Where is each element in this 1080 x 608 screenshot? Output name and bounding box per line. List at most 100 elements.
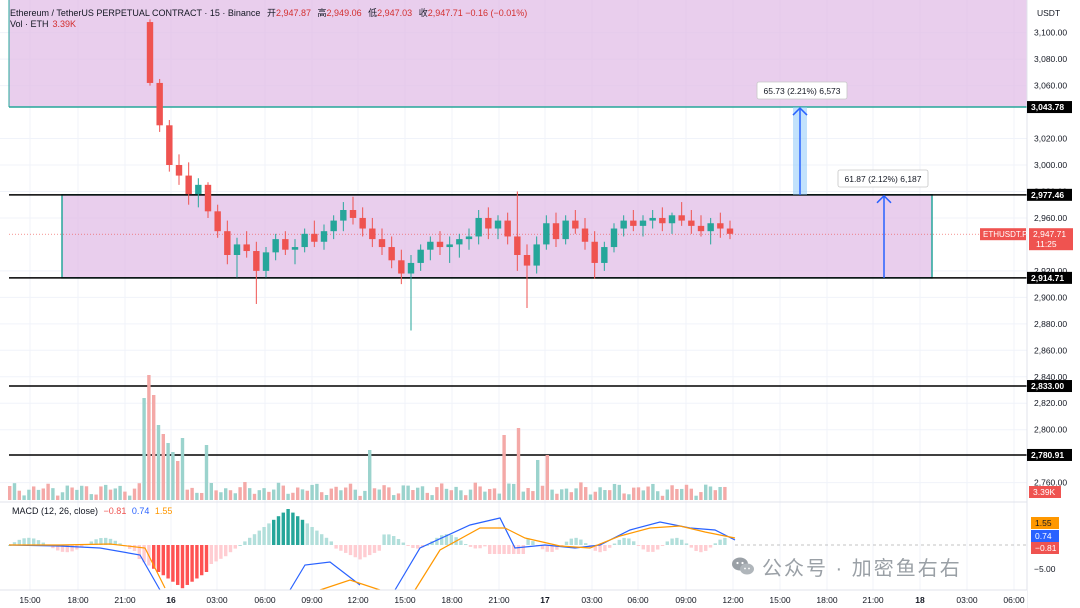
price-axis[interactable]: USDT 3,100.00 3,080.00 3,060.00 3,020.00 3,00… <box>1026 0 1080 608</box>
volume-bar <box>27 489 31 500</box>
candle-body <box>320 231 328 242</box>
volume-bar <box>598 487 602 500</box>
candle-body <box>533 244 540 266</box>
level-tag-label: 2,780.91 <box>1031 450 1064 460</box>
macd-hist-bar <box>200 545 204 576</box>
macd-line-value: 0.74 <box>131 506 150 516</box>
volume-bar <box>622 493 626 500</box>
macd-hist-bar <box>449 534 453 545</box>
volume-bar <box>46 483 50 500</box>
volume-bar <box>281 485 285 500</box>
volume-bar <box>449 490 453 500</box>
volume-bar <box>459 490 463 500</box>
volume-bar <box>171 452 175 500</box>
volume-bar <box>300 489 305 500</box>
time-tick-label: 03:00 <box>581 595 603 605</box>
macd-hist-bar <box>593 545 597 551</box>
macd-tag-label: 0.74 <box>1035 531 1052 541</box>
macd-hist-bar <box>344 545 348 553</box>
volume-bar <box>488 488 492 500</box>
macd-hist-bar <box>560 545 564 546</box>
macd-hist-bar <box>627 538 631 545</box>
macd-hist-bar <box>598 545 602 553</box>
measure-label: 65.73 (2.21%) 6,573 <box>763 86 840 96</box>
macd-hist-bar <box>32 538 36 545</box>
time-tick-label: 15:00 <box>769 595 791 605</box>
volume-bar <box>718 486 722 500</box>
volume-bar <box>310 484 314 500</box>
countdown-label: 11:25 <box>1036 239 1057 249</box>
change-value: −0.16 (−0.01%) <box>465 8 528 18</box>
volume-bar <box>569 492 573 500</box>
volume-bar <box>132 488 137 500</box>
volume-bar <box>516 428 521 500</box>
volume-bar <box>147 375 151 500</box>
time-tick-label: 17 <box>540 595 550 605</box>
volume-tag-label: 3.39K <box>1033 487 1056 497</box>
candle-body <box>340 209 347 221</box>
macd-hist-bar <box>185 545 189 585</box>
volume-legend[interactable]: Vol · ETH 3.39K <box>10 19 76 29</box>
last-price-tag-bg <box>1029 228 1073 251</box>
wechat-icon <box>732 557 754 575</box>
macd-hist-bar <box>348 545 353 556</box>
volume-bar <box>660 495 665 500</box>
macd-hist-bar <box>713 543 717 545</box>
volume-bar <box>478 486 482 500</box>
time-tick-label: 18:00 <box>441 595 463 605</box>
macd-hist-bar <box>41 542 45 545</box>
candle-body <box>253 251 260 271</box>
volume-bar <box>372 488 377 500</box>
volume-bar <box>382 485 386 500</box>
symbol-header[interactable]: Ethereum / TetherUS PERPETUAL CONTRACT ·… <box>10 6 527 19</box>
candle-body <box>649 217 656 221</box>
time-tick-label: 16 <box>166 595 176 605</box>
macd-hist-bar <box>675 537 679 545</box>
volume-bar <box>521 491 525 500</box>
volume-bar <box>656 491 660 500</box>
volume-bar <box>152 395 156 500</box>
level-tag-bg <box>1027 101 1072 114</box>
last-price-label: 2,947.71 <box>1033 229 1066 239</box>
volume-bar <box>262 488 266 500</box>
macd-hist-bar <box>310 527 314 545</box>
volume-bar <box>593 491 597 500</box>
volume-bar <box>444 488 449 500</box>
macd-hist-bar <box>65 545 69 553</box>
macd-hist-bar <box>660 545 665 546</box>
volume-bar <box>166 443 170 500</box>
axis-bg <box>1027 0 1080 608</box>
macd-hist-bar <box>219 545 223 559</box>
candle-body <box>514 236 521 255</box>
volume-bar <box>564 488 569 500</box>
macd-hist-bar <box>286 509 290 545</box>
price-tick-label: 3,000.00 <box>1034 160 1067 170</box>
volume-bar <box>339 490 343 500</box>
time-tick-label: 06:00 <box>627 595 649 605</box>
macd-hist-bar <box>492 545 497 554</box>
volume-bar <box>84 486 89 500</box>
macd-legend[interactable]: MACD (12, 26, close) −0.81 0.74 1.55 <box>12 506 172 516</box>
macd-hist-bar <box>281 512 285 545</box>
volume-bar <box>195 492 199 500</box>
level-tag-bg <box>1027 271 1072 284</box>
volume-bar <box>75 489 79 500</box>
macd-hist-bar <box>699 545 703 553</box>
volume-value: 3.39K <box>52 19 77 29</box>
macd-hist-bar <box>248 537 252 545</box>
volume-bar <box>531 491 535 500</box>
macd-hist-bar <box>334 545 338 549</box>
volume-bar <box>12 483 17 500</box>
volume-bar <box>94 494 98 500</box>
volume-bar <box>89 494 93 500</box>
time-tick-label: 09:00 <box>301 595 323 605</box>
macd-hist-bar <box>368 545 372 556</box>
macd-hist-bar <box>468 545 473 547</box>
candle-body <box>388 247 395 261</box>
candle-body <box>581 228 589 242</box>
volume-bar <box>387 487 391 500</box>
candle-body <box>311 233 318 242</box>
time-axis[interactable]: 15:00 18:00 21:00 16 03:00 06:00 09:00 12:00 15:… <box>0 589 1027 608</box>
macd-hist-bar <box>540 545 545 550</box>
